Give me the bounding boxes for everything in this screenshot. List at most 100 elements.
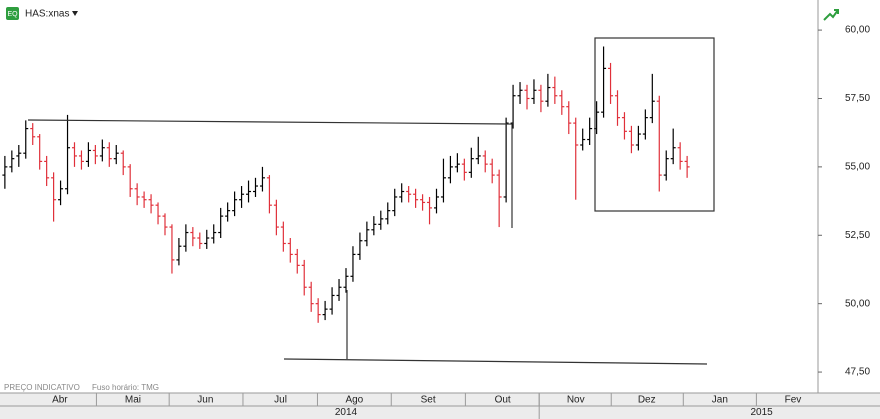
ohlc-bar (120, 150, 126, 176)
trend-line (283, 358, 708, 365)
ohlc-bar (531, 79, 537, 104)
ohlc-bar (134, 183, 140, 206)
ohlc-bar (30, 123, 36, 145)
ohlc-bar (399, 183, 405, 203)
y-tick-label: 60,00 (845, 25, 870, 36)
symbol-title[interactable]: HAS:xnas (25, 9, 69, 20)
x-tick-label: Ago (345, 395, 363, 406)
ohlc-bar (580, 128, 586, 151)
trend-line (27, 119, 513, 125)
y-tick-label: 47,50 (845, 367, 870, 378)
ohlc-bar (232, 191, 238, 217)
ohlc-bar (148, 194, 154, 214)
ohlc-bar (621, 112, 627, 140)
ohlc-bar (684, 155, 690, 178)
ohlc-bar (524, 84, 530, 110)
ohlc-bar (649, 73, 655, 124)
ohlc-bar (106, 142, 112, 167)
ohlc-bar (538, 84, 544, 113)
x-tick-label: Out (495, 395, 511, 406)
note: Fuso horário: TMG (92, 383, 159, 392)
ohlc-bar (273, 199, 279, 236)
ohlc-bar (155, 202, 161, 225)
ohlc-bar (169, 224, 175, 274)
ohlc-bar (663, 150, 669, 181)
x-tick-label: Abr (52, 395, 68, 406)
ohlc-bar (385, 202, 391, 225)
ohlc-bar (2, 155, 8, 189)
year-label: 2014 (335, 407, 358, 418)
ohlc-bar (280, 221, 286, 252)
ohlc-bar (9, 150, 15, 173)
ohlc-bar (16, 144, 22, 167)
x-tick-label: Nov (567, 395, 585, 406)
ohlc-bar (642, 109, 648, 140)
ohlc-bar (71, 142, 77, 167)
ohlc-bar (447, 155, 453, 184)
ohlc-bar (406, 186, 412, 203)
ohlc-bar (176, 238, 182, 266)
ohlc-bar (197, 232, 203, 249)
ohlc-bar (566, 101, 572, 135)
ohlc-bar (343, 268, 349, 293)
ohlc-bar (615, 90, 621, 126)
ohlc-bar (482, 150, 488, 173)
axis-layer: 47,50 50,00 52,50 55,00 57,50 60,00 Abr Mai Jun J… (52, 25, 870, 419)
ohlc-bar (635, 125, 641, 151)
ohlc-bar (413, 188, 419, 208)
ohlc-bar (677, 142, 683, 170)
ohlc-bar (329, 287, 335, 315)
ohlc-bar (608, 62, 614, 104)
ohlc-bar (252, 177, 258, 197)
ohlc-bar (162, 213, 168, 236)
ohlc-bar (510, 84, 516, 129)
ohlc-bar (204, 229, 210, 249)
ohlc-bar (239, 186, 245, 208)
ohlc-bar (371, 216, 377, 236)
ohlc-bar (552, 76, 558, 104)
ohlc-bar (315, 298, 321, 323)
x-tick-label: Jun (197, 395, 213, 406)
icon-glyph: EQ (7, 11, 18, 18)
ohlc-bar (559, 90, 565, 115)
ohlc-bar (420, 194, 426, 211)
y-tick-label: 50,00 (845, 298, 870, 309)
note: PREÇO INDICATIVO (4, 383, 80, 392)
ohlc-bar (670, 128, 676, 165)
ohlc-bar (51, 172, 57, 222)
ohlc-bar (183, 224, 189, 252)
ohlc-bar (85, 142, 91, 167)
dropdown-arrow[interactable] (72, 11, 78, 16)
ohlc-bar (308, 281, 314, 312)
ohlc-bar (190, 227, 196, 247)
ohlc-bar (454, 153, 460, 173)
ohlc-bar (433, 188, 439, 214)
ohlc-bar (58, 180, 64, 206)
ohlc-bar (294, 248, 300, 274)
box-drawing (594, 37, 715, 212)
x-tick-label: Dez (638, 395, 656, 406)
ohlc-bar (461, 158, 467, 181)
ohlc-bar (392, 188, 398, 217)
ohlc-bar (503, 117, 509, 203)
ohlc-bar (601, 46, 607, 118)
ohlc-bar (350, 246, 356, 282)
ohlc-bar (23, 120, 29, 159)
ohlc-bar (44, 155, 50, 187)
ohlc-bar (364, 221, 370, 247)
ohlc-bar (587, 117, 593, 145)
ohlc-bar (211, 224, 217, 244)
ohlc-bar (545, 73, 551, 107)
ohlc-bar (218, 207, 224, 239)
trend-icon[interactable] (823, 9, 839, 21)
y-tick-label: 55,00 (845, 162, 870, 173)
ohlc-bar (287, 238, 293, 263)
ohlc-bar (127, 164, 133, 197)
ohlc-bar (92, 144, 98, 165)
ohlc-bar (301, 259, 307, 296)
ohlc-bar (489, 158, 495, 184)
ohlc-bar (357, 232, 363, 260)
symbol-icon[interactable] (6, 7, 19, 20)
